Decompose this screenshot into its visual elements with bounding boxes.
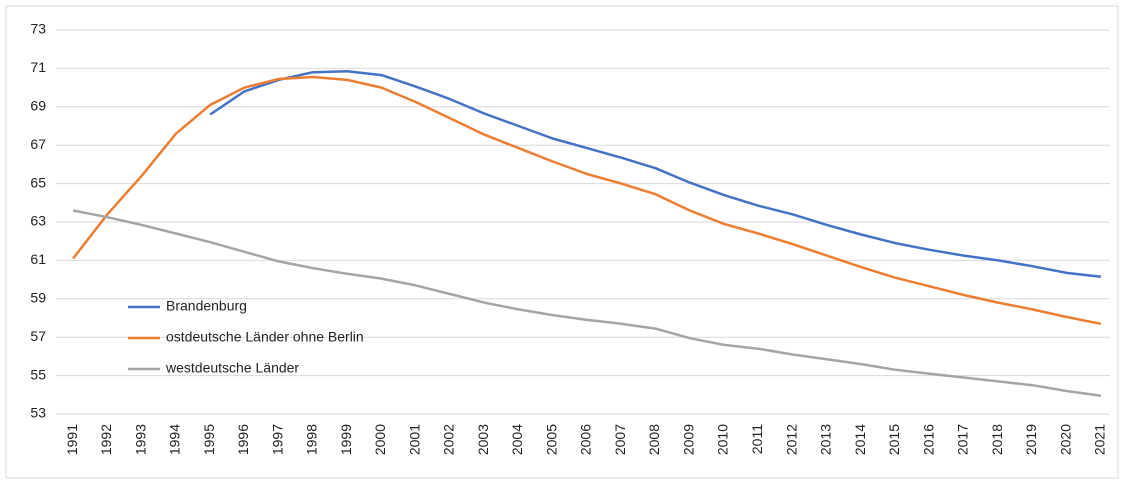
x-tick-label: 1994 [167, 424, 183, 455]
x-tick-label: 2004 [509, 424, 525, 455]
y-tick-label: 67 [30, 136, 46, 152]
x-tick-label: 2007 [612, 424, 628, 455]
x-tick-label: 2003 [475, 424, 491, 455]
series-line [72, 75, 1102, 326]
x-tick-label: 2010 [715, 424, 731, 455]
y-tick-label: 57 [30, 328, 46, 344]
x-tick-label: 2019 [1023, 424, 1039, 455]
x-tick-label: 1995 [201, 424, 217, 455]
x-tick-label: 1996 [235, 424, 251, 455]
x-tick-label: 1998 [304, 424, 320, 455]
x-tick-label: 2013 [818, 424, 834, 455]
legend-label: Brandenburg [166, 298, 247, 314]
x-tick-label: 2018 [989, 424, 1005, 455]
x-tick-label: 1993 [132, 424, 148, 455]
x-tick-label: 2009 [680, 424, 696, 455]
y-tick-label: 53 [30, 405, 46, 421]
x-tick-label: 2014 [852, 424, 868, 455]
x-tick-label: 1991 [64, 424, 80, 455]
y-tick-label: 59 [30, 290, 46, 306]
x-tick-label: 2008 [646, 424, 662, 455]
x-tick-label: 2011 [749, 424, 765, 454]
chart-border [5, 5, 1119, 479]
x-tick-label: 2015 [886, 424, 902, 455]
x-tick-label: 2021 [1092, 424, 1108, 455]
y-tick-label: 71 [30, 59, 46, 75]
x-tick-label: 1992 [98, 424, 114, 455]
y-tick-label: 69 [30, 98, 46, 114]
x-tick-label: 2020 [1057, 424, 1073, 455]
legend-label: ostdeutsche Länder ohne Berlin [166, 329, 364, 345]
legend-label: westdeutsche Länder [165, 360, 299, 376]
y-tick-label: 55 [30, 366, 46, 382]
series-line [72, 209, 1102, 398]
x-tick-label: 2001 [406, 424, 422, 455]
x-tick-label: 2006 [578, 424, 594, 455]
x-tick-label: 2000 [372, 424, 388, 455]
x-tick-label: 2016 [920, 424, 936, 455]
x-tick-label: 1999 [338, 424, 354, 455]
series-line [209, 70, 1102, 278]
x-tick-label: 2012 [783, 424, 799, 455]
x-tick-label: 2005 [543, 424, 559, 455]
y-tick-label: 73 [30, 21, 46, 37]
y-tick-label: 63 [30, 213, 46, 229]
x-tick-label: 2017 [955, 424, 971, 455]
y-tick-label: 61 [30, 251, 46, 267]
y-tick-label: 65 [30, 174, 46, 190]
x-tick-label: 2002 [441, 424, 457, 455]
x-tick-label: 1997 [269, 424, 285, 455]
